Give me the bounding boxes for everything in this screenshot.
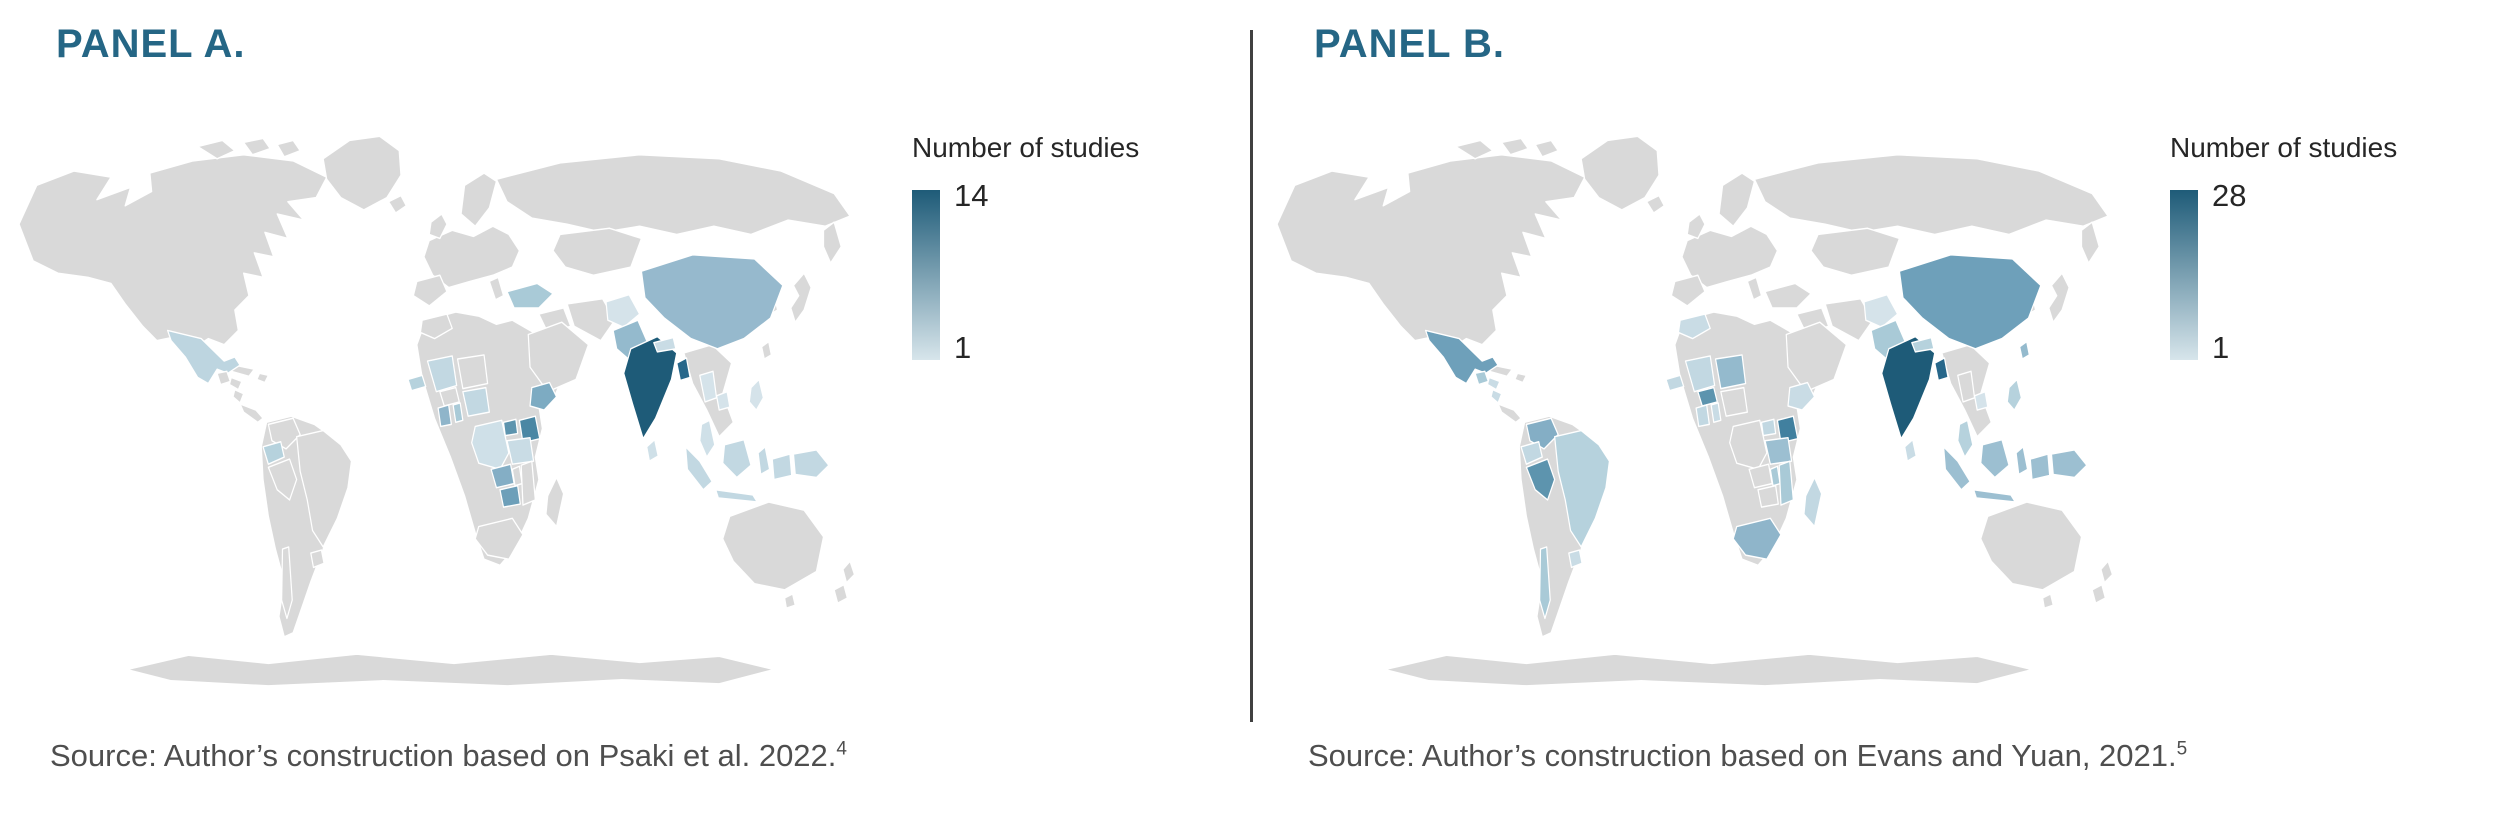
source-footnote-number: 4 (836, 738, 847, 760)
legend-title: Number of studies (912, 132, 1140, 163)
panel-a: PANEL A. Number of studies 14 1 Source: … (0, 0, 1244, 818)
legend-min-label: 1 (2212, 330, 2230, 365)
legend-labels: 14 1 (954, 178, 988, 366)
panel-a-source: Source: Author’s construction based on P… (50, 738, 847, 774)
legend-labels: 28 1 (2212, 178, 2246, 366)
legend-gradient-bar (2170, 190, 2198, 360)
legend-gradient-bar (912, 190, 940, 360)
panel-a-title: PANEL A. (56, 22, 246, 66)
source-text: Source: Author’s construction based on P… (50, 738, 837, 773)
legend-min-label: 1 (954, 330, 972, 365)
legend-body: 28 1 (2170, 178, 2500, 366)
panel-b-choropleth-map (1270, 120, 2154, 692)
legend-title: Number of studies (2170, 132, 2398, 163)
legend-body: 14 1 (912, 178, 1242, 366)
source-footnote-number: 5 (2176, 738, 2188, 760)
panel-a-choropleth-map (12, 120, 896, 692)
panel-b-legend: Number of studies 28 1 (2170, 132, 2500, 366)
panel-b-title: PANEL B. (1314, 22, 1505, 66)
source-text: Source: Author’s construction based on E… (1308, 738, 2177, 773)
panel-divider-line (1250, 30, 1253, 722)
panel-a-legend: Number of studies 14 1 (912, 132, 1242, 366)
panel-b-source: Source: Author’s construction based on E… (1308, 738, 2187, 774)
legend-max-label: 14 (954, 178, 989, 213)
legend-max-label: 28 (2212, 178, 2247, 213)
panel-b: PANEL B. Number of studies 28 1 Source: … (1258, 0, 2502, 818)
